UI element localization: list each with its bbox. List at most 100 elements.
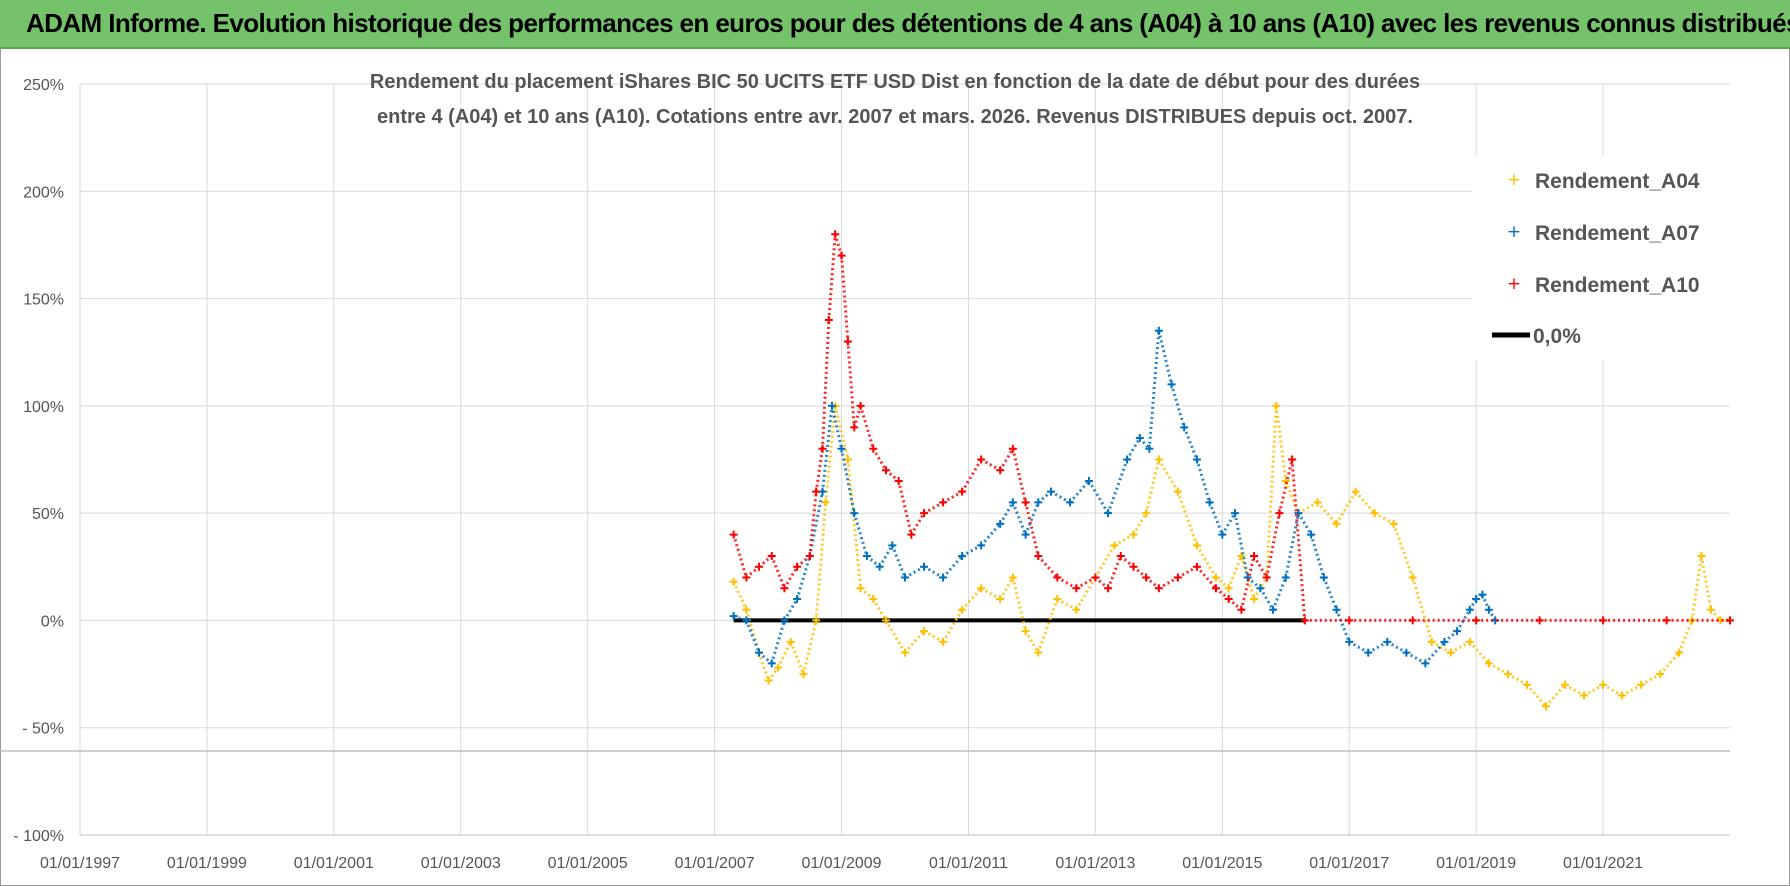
trail-a10 (859, 405, 875, 450)
trail-a04 (1373, 511, 1395, 526)
trail-a04 (1640, 672, 1661, 687)
trail-a04 (923, 629, 944, 644)
trail-a04 (1157, 458, 1180, 493)
legend-label-a07: Rendement_A07 (1535, 222, 1700, 245)
trail-a10 (1132, 565, 1148, 579)
trail-a04 (1036, 598, 1059, 654)
trail-a10 (960, 458, 983, 493)
trail-a04 (1488, 662, 1509, 676)
trail-a07 (1157, 330, 1173, 385)
trail-a04 (1690, 555, 1703, 621)
x-tick-label: 01/01/2013 (1055, 855, 1135, 872)
data-series (729, 230, 1734, 711)
trail-a04 (1354, 490, 1376, 515)
trail-a04 (732, 581, 748, 611)
trail-a04 (776, 641, 793, 669)
trail-a10 (821, 319, 831, 449)
trail-a07 (1322, 576, 1338, 611)
point-a04 (1427, 637, 1436, 646)
point-a07 (755, 648, 764, 657)
trail-a10 (1265, 512, 1281, 578)
trail-a07 (1011, 501, 1027, 536)
trail-a10 (1056, 576, 1078, 590)
trail-a10 (808, 491, 818, 557)
trail-a07 (1208, 501, 1224, 536)
trail-a07 (1147, 330, 1161, 449)
chart-title-line-2: entre 4 (A04) et 10 ans (A10). Cotations… (377, 106, 1413, 128)
trail-a10 (871, 448, 888, 471)
trail-a10 (846, 341, 856, 428)
legend-item-a07: + Rendement_A07 (1507, 222, 1700, 245)
trail-a07 (878, 544, 894, 568)
trail-a10 (770, 555, 786, 589)
trail-a10 (923, 501, 944, 515)
point-a10 (1008, 444, 1017, 453)
trail-a07 (904, 565, 925, 579)
trail-a07 (1455, 608, 1472, 632)
legend-box (1472, 155, 1730, 360)
title-banner: ADAM Informe. Evolution historique des p… (0, 0, 1790, 49)
trail-a10 (852, 405, 863, 428)
point-a07 (958, 552, 967, 561)
legend-marker-a07: + (1507, 222, 1521, 242)
trail-a07 (830, 405, 844, 450)
trail-a04 (1144, 459, 1161, 514)
trail-a04 (1056, 597, 1078, 612)
trail-a10 (1011, 448, 1028, 503)
x-tick-label: 01/01/2007 (675, 855, 755, 872)
trail-a10 (814, 448, 824, 492)
trail-a04 (1411, 577, 1434, 643)
trail-a10 (1177, 565, 1198, 579)
x-tick-label: 01/01/2019 (1436, 855, 1516, 872)
point-a10 (920, 509, 929, 518)
x-tick-label: 01/01/2017 (1309, 855, 1389, 872)
trail-a04 (1699, 555, 1713, 610)
trail-a07 (1335, 609, 1351, 643)
trail-a10 (783, 566, 799, 590)
legend-item-a10: + Rendement_A10 (1507, 274, 1700, 297)
trail-a10 (998, 448, 1015, 471)
trail-a04 (859, 587, 875, 601)
trail-a10 (980, 458, 1001, 472)
trail-a04 (1075, 576, 1097, 611)
trail-a07 (961, 544, 982, 558)
trail-a10 (840, 255, 850, 342)
trail-a04 (1602, 683, 1623, 697)
trail-a04 (789, 641, 805, 675)
point-a07 (1440, 637, 1449, 646)
trail-a04 (1227, 555, 1243, 589)
chart-title: Rendement du placement iShares BIC 50 UC… (370, 71, 1420, 128)
point-a07 (1008, 498, 1017, 507)
trail-a07 (1233, 512, 1250, 578)
x-tick-label: 01/01/2003 (421, 855, 501, 872)
trail-a10 (1106, 555, 1123, 589)
trail-a04 (1621, 683, 1642, 697)
trail-a10 (1024, 502, 1040, 557)
trail-a07 (1487, 608, 1497, 622)
point-a04 (1142, 509, 1151, 518)
trail-a04 (884, 619, 907, 654)
trail-a10 (833, 233, 843, 257)
series-a07 (729, 326, 1500, 668)
trail-a04 (1468, 640, 1490, 665)
point-a10 (767, 552, 776, 561)
trail-a07 (1182, 426, 1199, 461)
trail-a04 (1274, 405, 1288, 482)
x-axis-ticks: 01/01/1997 01/01/1999 01/01/2001 01/01/2003… (40, 855, 1643, 872)
trail-a07 (1443, 630, 1459, 644)
trail-a10 (884, 469, 900, 483)
x-tick-label: 01/01/2009 (801, 855, 881, 872)
trail-a04 (1252, 576, 1269, 600)
trail-a04 (802, 620, 818, 675)
trail-a07 (1405, 651, 1427, 665)
trail-a04 (1430, 640, 1452, 654)
trail-a04 (767, 666, 780, 682)
x-tick-label: 01/01/2015 (1182, 855, 1262, 872)
legend-marker-a04: + (1507, 170, 1521, 190)
point-a10 (812, 487, 821, 496)
trail-a07 (1037, 490, 1052, 504)
trail-a10 (1145, 576, 1160, 590)
point-a04 (1008, 573, 1017, 582)
